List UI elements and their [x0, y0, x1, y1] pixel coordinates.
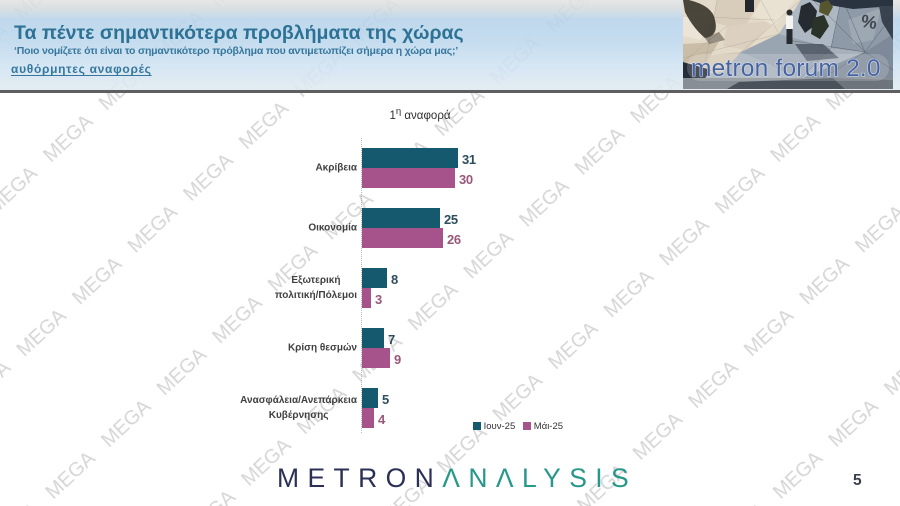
svg-text:%: % — [859, 11, 878, 33]
svg-text:metron forum 2.0: metron forum 2.0 — [691, 55, 881, 82]
